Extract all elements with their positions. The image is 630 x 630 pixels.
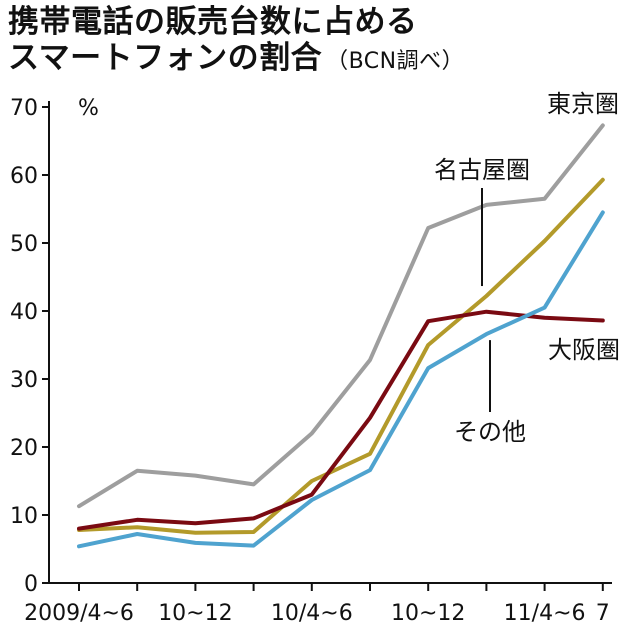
y-tick-label: 40: [10, 300, 38, 325]
series-lines: [77, 123, 605, 549]
chart-title: 携帯電話の販売台数に占める スマートフォンの割合 （BCN調べ）: [8, 4, 628, 80]
y-axis-unit-label: %: [78, 96, 99, 121]
chart-title-line2-text: スマートフォンの割合: [8, 40, 323, 76]
y-tick-label: 30: [10, 368, 38, 393]
chart-title-line2: スマートフォンの割合 （BCN調べ）: [8, 40, 628, 80]
y-tick-label: 0: [24, 572, 38, 597]
series-label-nagoya: 名古屋圏: [434, 156, 530, 184]
x-tick-label: 10~12: [158, 601, 232, 626]
axes: 0 10 20 30 40 50 60 70 % 2009/4~6 10~12 10/4~6 10~12…: [10, 96, 612, 626]
series-label-other: その他: [454, 418, 526, 446]
x-tick-label: 2009/4~6: [24, 601, 134, 626]
series-label-tokyo: 東京圏: [547, 90, 619, 118]
y-tick-label: 70: [10, 96, 38, 121]
x-tick-label: 10/4~6: [271, 601, 353, 626]
series-line-4: [77, 210, 605, 549]
series-label-osaka: 大阪圏: [548, 336, 620, 364]
source-note: （BCN調べ）: [326, 49, 465, 74]
y-tick-label: 60: [10, 164, 38, 189]
series-line-3: [77, 309, 605, 531]
x-tick-label: 11/4~6: [504, 601, 586, 626]
y-tick-label: 50: [10, 232, 38, 257]
series-line-1: [77, 123, 605, 509]
y-tick-label: 20: [10, 436, 38, 461]
x-tick-label: 7: [596, 601, 610, 626]
series-line-2: [77, 177, 605, 535]
y-tick-label: 10: [10, 504, 38, 529]
chart-title-line1: 携帯電話の販売台数に占める: [8, 4, 418, 40]
x-tick-label: 10~12: [391, 601, 465, 626]
